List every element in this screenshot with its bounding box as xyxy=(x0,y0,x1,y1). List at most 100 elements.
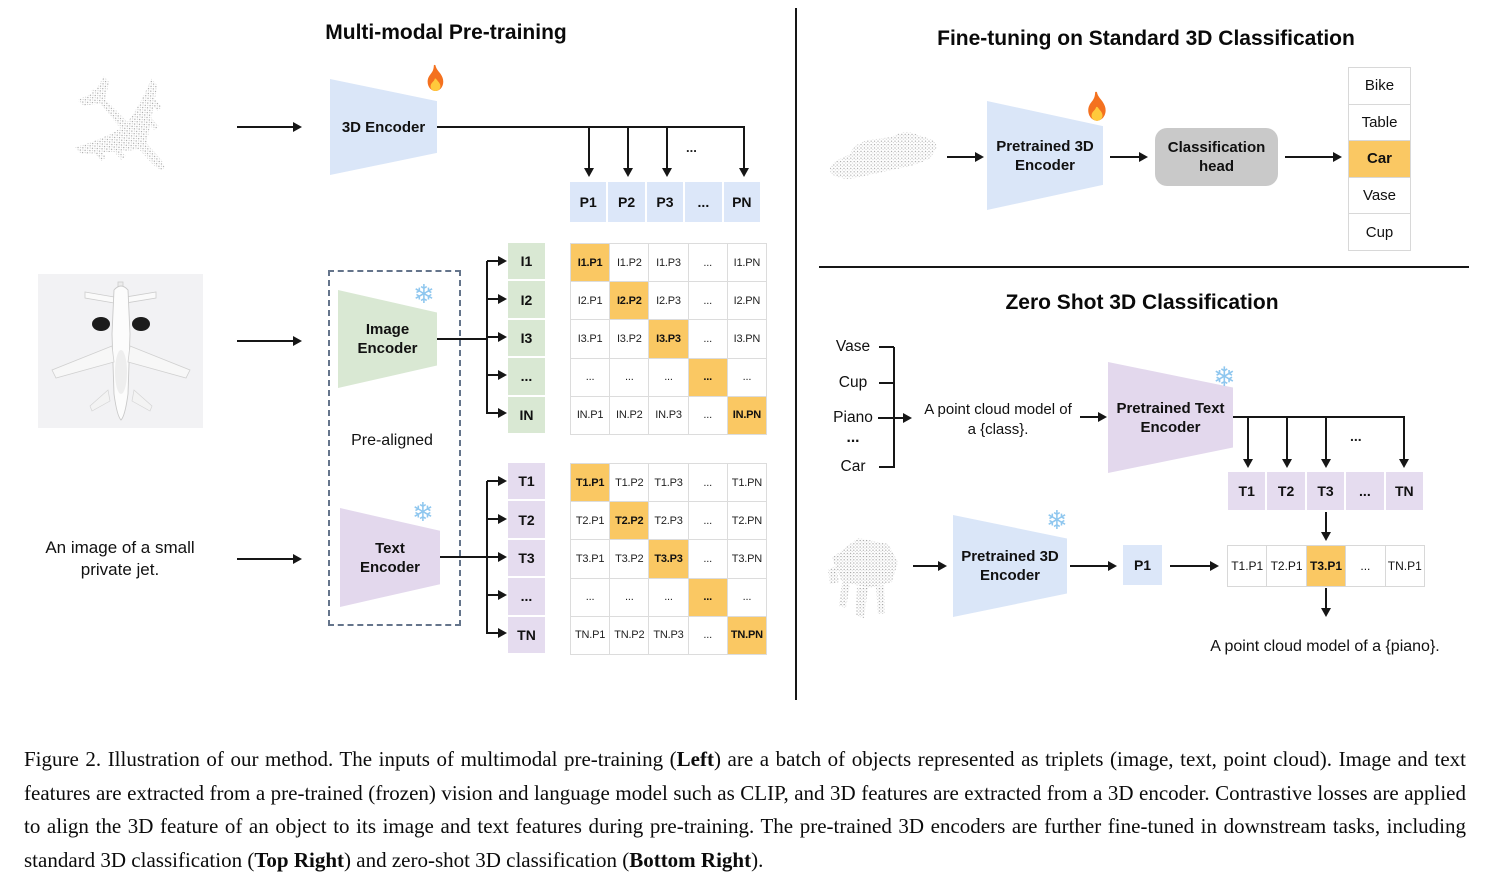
pre-aligned-box xyxy=(328,270,461,626)
zs-text-feature-row: T1 T2 T3... TN xyxy=(1228,472,1423,510)
matrix-cell: I3.P1 xyxy=(571,320,610,358)
matrix-cell: T1.P1 xyxy=(571,464,610,502)
image-feature-column: I1 I2 I3... IN xyxy=(508,243,545,433)
arrowhead-icon xyxy=(662,168,672,177)
matrix-cell: I1.P1 xyxy=(571,244,610,282)
arrowhead-icon xyxy=(1321,532,1331,541)
arrowhead-icon xyxy=(1399,459,1409,468)
connector-line xyxy=(487,260,498,262)
caption-segment: ) and zero-shot 3D classification ( xyxy=(344,847,630,872)
matrix-cell: IN.P2 xyxy=(610,396,649,434)
text-point-similarity-matrix: T1.P1 T1.P2 T1.P3... T1.PN T2.P1 T2.P2 T2.P3..… xyxy=(570,463,767,655)
image-feature-cell: I2 xyxy=(508,281,545,318)
connector-line xyxy=(743,127,745,168)
matrix-cell: T3.P2 xyxy=(610,540,649,578)
arrowhead-icon xyxy=(498,294,507,304)
section-title-finetuning: Fine-tuning on Standard 3D Classificatio… xyxy=(937,27,1355,50)
connector-line xyxy=(487,632,498,634)
image-encoder-label: Image Encoder xyxy=(357,321,418,357)
matrix-cell: ... xyxy=(688,396,727,434)
matrix-cell: I3.P3 xyxy=(649,320,688,358)
matrix-cell: T2.P3 xyxy=(649,502,688,540)
matrix-cell: I1.P3 xyxy=(649,244,688,282)
matrix-cell: IN.P1 xyxy=(571,396,610,434)
image-feature-cell: ... xyxy=(508,358,545,395)
arrowhead-icon xyxy=(1139,152,1148,162)
matrix-cell: IN.PN xyxy=(727,396,766,434)
zs-text-feature-cell: T1 xyxy=(1228,472,1266,510)
matrix-cell: T1.P3 xyxy=(649,464,688,502)
zs-text-feature-cell: TN xyxy=(1385,472,1423,510)
connector-line xyxy=(627,127,629,168)
zs-similarity-row: T1.P1 T2.P1 T3.P1... TN.P1 xyxy=(1227,545,1425,587)
connector-line xyxy=(237,126,293,128)
text-feature-cell: T2 xyxy=(508,501,545,538)
connector-line xyxy=(1325,417,1327,459)
image-feature-cell: I1 xyxy=(508,243,545,280)
prompt-template: A point cloud model of a {class}. xyxy=(924,401,1072,438)
matrix-cell: T1.P2 xyxy=(610,464,649,502)
pretrained-text-encoder-label: Pretrained Text Encoder xyxy=(1116,399,1225,436)
zs-similarity-cell: TN.P1 xyxy=(1385,546,1424,586)
matrix-cell: ... xyxy=(649,578,688,616)
arrowhead-icon xyxy=(498,256,507,266)
zs-class-cup: Cup xyxy=(838,374,868,391)
connector-line xyxy=(879,466,894,468)
arrowhead-icon xyxy=(498,514,507,524)
text-feature-cell: T1 xyxy=(508,463,545,500)
matrix-cell: ... xyxy=(688,502,727,540)
arrowhead-icon xyxy=(498,476,507,486)
arrowhead-icon xyxy=(1333,152,1342,162)
connector-line xyxy=(487,298,498,300)
matrix-cell: ... xyxy=(688,358,727,396)
snowflake-icon: ❄ xyxy=(413,279,435,309)
connector-line xyxy=(437,338,487,340)
connector-line xyxy=(487,556,498,558)
image-feature-cell: I3 xyxy=(508,319,545,357)
caption-bold-segment: Bottom Right xyxy=(629,847,752,872)
matrix-cell: TN.PN xyxy=(727,616,766,654)
connector-line xyxy=(1070,565,1108,567)
connector-line xyxy=(1403,417,1405,459)
p-feature-row: P1 P2 P3... PN xyxy=(570,182,760,222)
car-point-cloud xyxy=(826,130,942,184)
connector-line xyxy=(913,565,938,567)
arrowhead-icon xyxy=(498,370,507,380)
flame-icon xyxy=(422,64,449,96)
matrix-cell: T3.PN xyxy=(727,540,766,578)
connector-line xyxy=(487,480,498,482)
connector-line xyxy=(487,594,498,596)
arrowhead-icon xyxy=(293,336,302,346)
vertical-divider xyxy=(795,8,797,700)
p-feature-cell: P2 xyxy=(608,182,645,222)
connector-line xyxy=(487,374,498,376)
connector-line xyxy=(487,412,498,414)
matrix-cell: ... xyxy=(610,358,649,396)
arrowhead-icon xyxy=(1098,412,1107,422)
arrowhead-icon xyxy=(1321,459,1331,468)
matrix-cell: T2.P1 xyxy=(571,502,610,540)
arrowhead-icon xyxy=(498,552,507,562)
matrix-cell: T2.P2 xyxy=(610,502,649,540)
airplane-point-cloud: ✈ xyxy=(48,52,196,214)
class-cell: Table xyxy=(1349,104,1410,141)
matrix-cell: ... xyxy=(571,578,610,616)
section-title-zeroshot: Zero Shot 3D Classification xyxy=(1005,291,1279,314)
matrix-cell: TN.P2 xyxy=(610,616,649,654)
zs-text-feature-cell: T3 xyxy=(1306,472,1345,510)
connector-line xyxy=(487,336,498,338)
connector-line xyxy=(947,156,975,158)
matrix-cell: ... xyxy=(571,358,610,396)
connector-line xyxy=(1325,588,1327,608)
connector-line xyxy=(1170,565,1210,567)
matrix-cell: ... xyxy=(727,578,766,616)
matrix-cell: TN.P3 xyxy=(649,616,688,654)
p1-label: P1 xyxy=(1133,557,1152,573)
connector-line xyxy=(893,347,895,468)
pre-aligned-label: Pre-aligned xyxy=(351,432,433,449)
class-cell: Bike xyxy=(1349,68,1410,104)
ellipsis: ... xyxy=(1350,428,1362,444)
image-point-similarity-matrix: I1.P1 I1.P2 I1.P3... I1.PN I2.P1 I2.P2 I2.P3..… xyxy=(570,243,767,435)
text-feature-cell: TN xyxy=(508,616,545,653)
